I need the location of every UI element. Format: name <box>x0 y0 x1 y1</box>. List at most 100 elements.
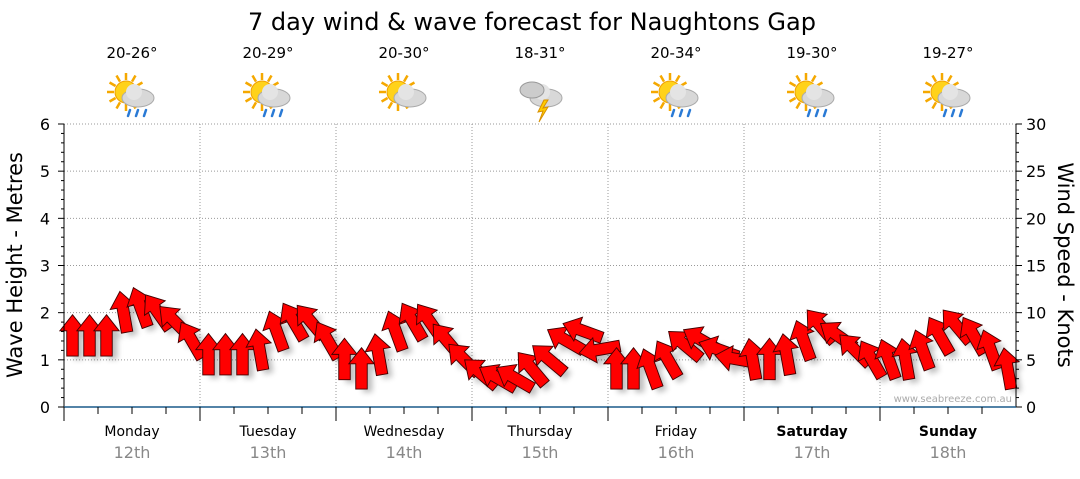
sun-ray <box>795 74 802 83</box>
day-temp: 20-34° <box>650 44 701 62</box>
wind-arrow <box>177 321 208 362</box>
sun-ray <box>244 96 253 103</box>
raindrop <box>806 108 812 118</box>
sun-ray <box>788 81 797 88</box>
sun-cloud-icon <box>379 73 427 111</box>
wind-arrow <box>562 316 605 344</box>
day-date: 14th <box>386 443 423 462</box>
wind-arrow <box>364 333 392 377</box>
wind-arrow <box>772 333 800 377</box>
watermark: www.seabreeze.com.au <box>894 394 1012 405</box>
cloud-puff <box>398 84 414 100</box>
sun-ray <box>380 96 389 103</box>
day-name: Saturday <box>776 424 847 440</box>
sun-ray <box>652 96 661 103</box>
sun-ray <box>108 81 117 88</box>
cloud <box>519 81 545 99</box>
wind-arrow <box>347 346 376 390</box>
raindrop <box>278 108 284 118</box>
y2-tick-label: 5 <box>1026 351 1036 370</box>
raindrop <box>270 108 276 118</box>
day-date: 12th <box>114 443 151 462</box>
y-axis-label: Wave Height - Metres <box>3 152 27 378</box>
sun-ray <box>115 101 122 110</box>
raindrop <box>814 108 820 118</box>
cloud-puff <box>262 84 278 100</box>
sun-ray <box>251 74 258 83</box>
raindrop <box>686 108 692 118</box>
wind-arrow <box>993 347 1021 391</box>
cloud-puff <box>126 84 142 100</box>
y2-tick-label: 0 <box>1026 398 1036 417</box>
sun-ray <box>652 81 661 88</box>
day-temp: 20-30° <box>378 44 429 62</box>
sun-ray <box>115 74 122 83</box>
y2-tick-label: 20 <box>1026 209 1046 228</box>
sun-ray <box>387 74 394 83</box>
sun-ray <box>931 101 938 110</box>
sun-ray <box>108 96 117 103</box>
day-temp: 20-29° <box>242 44 293 62</box>
cloud-puff <box>670 84 686 100</box>
cloud-puff <box>806 84 822 100</box>
day-name: Tuesday <box>239 424 297 440</box>
day-temp: 19-27° <box>922 44 973 62</box>
y2-tick-label: 10 <box>1026 304 1046 323</box>
wind-arrow <box>578 336 622 364</box>
raindrop <box>822 108 828 118</box>
y-tick-label: 0 <box>40 398 50 417</box>
sun-ray <box>674 74 681 83</box>
sun-cloud-rain-icon <box>243 73 291 118</box>
wind-arrow <box>495 363 536 394</box>
raindrop <box>950 108 956 118</box>
sun-ray <box>659 74 666 83</box>
sun-ray <box>795 101 802 110</box>
chart-title: 7 day wind & wave forecast for Naughtons… <box>248 8 816 36</box>
sun-ray <box>266 74 273 83</box>
wind-arrow <box>908 329 936 372</box>
raindrop <box>670 108 676 118</box>
sun-ray <box>402 74 409 83</box>
wind-arrow <box>92 313 121 357</box>
sun-ray <box>387 101 394 110</box>
wind-arrow <box>478 363 519 394</box>
y-tick-label: 5 <box>40 162 50 181</box>
sun-ray <box>251 101 258 110</box>
y2-tick-label: 15 <box>1026 257 1046 276</box>
y-tick-label: 2 <box>40 304 50 323</box>
raindrop <box>262 108 268 118</box>
day-name: Friday <box>655 424 697 440</box>
sun-ray <box>380 81 389 88</box>
wind-arrow <box>789 319 817 363</box>
day-temp: 20-26° <box>106 44 157 62</box>
raindrop <box>942 108 948 118</box>
day-date: 16th <box>658 443 695 462</box>
y2-tick-label: 25 <box>1026 162 1046 181</box>
y-tick-label: 4 <box>40 209 50 228</box>
y-tick-label: 6 <box>40 115 50 134</box>
sun-cloud-rain-icon <box>107 73 155 118</box>
sun-ray <box>946 74 953 83</box>
storm-icon <box>519 81 563 123</box>
day-temp: 18-31° <box>514 44 565 62</box>
sun-ray <box>788 96 797 103</box>
sun-cloud-rain-icon <box>923 73 971 118</box>
wind-arrow <box>532 345 569 378</box>
sun-ray <box>130 74 137 83</box>
wind-arrow <box>942 309 975 347</box>
day-name: Thursday <box>506 424 572 440</box>
day-date: 17th <box>794 443 831 462</box>
lightning <box>537 99 550 123</box>
sun-ray <box>244 81 253 88</box>
raindrop <box>126 108 132 118</box>
wind-arrow <box>976 329 1004 372</box>
y2-tick-label: 30 <box>1026 115 1046 134</box>
raindrop <box>142 108 148 118</box>
sun-cloud-rain-icon <box>787 73 835 118</box>
raindrop <box>958 108 964 118</box>
sun-ray <box>931 74 938 83</box>
day-temp: 19-30° <box>786 44 837 62</box>
raindrop <box>678 108 684 118</box>
y-tick-label: 1 <box>40 351 50 370</box>
